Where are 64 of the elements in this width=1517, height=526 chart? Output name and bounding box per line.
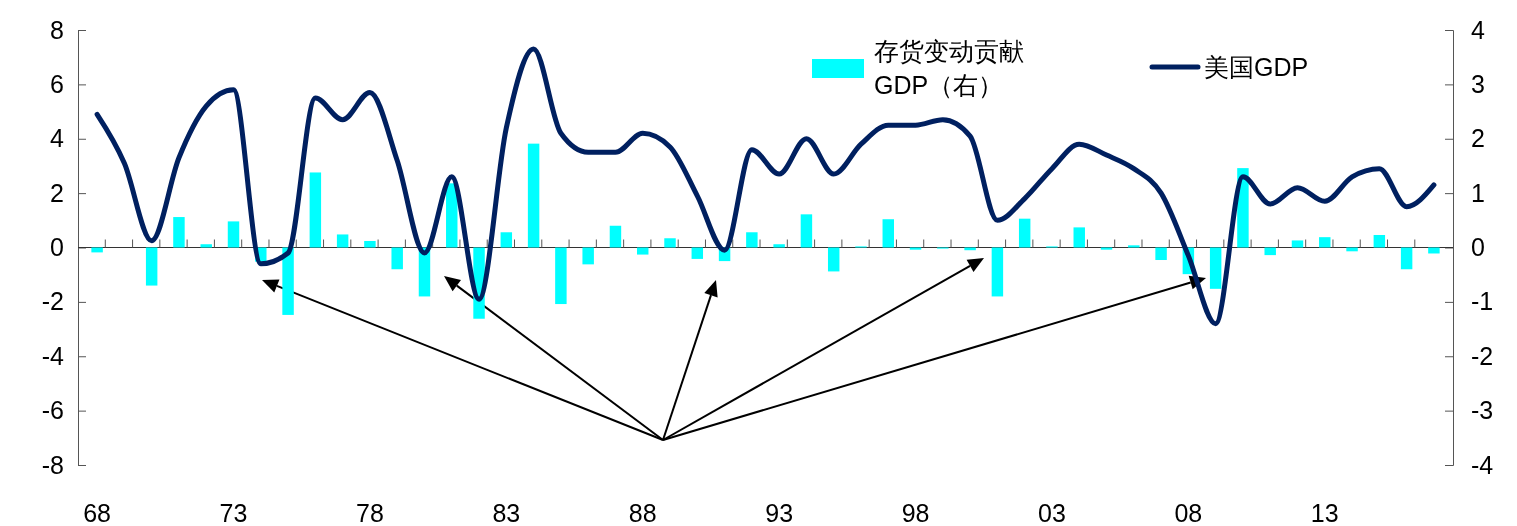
bar <box>555 247 567 305</box>
bar <box>391 247 403 270</box>
bar <box>1155 247 1167 261</box>
bar <box>1209 247 1222 289</box>
bar <box>991 247 1004 297</box>
bar <box>1018 218 1031 248</box>
x-tick-label: 68 <box>83 499 111 526</box>
bar <box>282 247 294 315</box>
bar <box>1291 240 1304 248</box>
bar <box>1319 237 1331 248</box>
x-tick-label: 03 <box>1038 499 1066 526</box>
bar <box>664 238 676 248</box>
x-tick-label: 93 <box>765 499 794 526</box>
bar <box>1373 234 1386 248</box>
y2-tick-label: 4 <box>1471 15 1485 44</box>
bar <box>691 247 704 259</box>
bar <box>827 247 840 272</box>
bar <box>309 172 322 248</box>
bar <box>773 244 785 248</box>
y-tick-label: 4 <box>50 124 65 153</box>
bar <box>227 221 240 248</box>
bar <box>882 219 894 248</box>
x-tick-label: 83 <box>492 499 521 526</box>
bar <box>1400 247 1413 270</box>
y2-tick-label: -4 <box>1471 450 1494 479</box>
bar <box>637 247 649 255</box>
y2-tick-label: 3 <box>1471 69 1485 98</box>
bar <box>336 234 349 248</box>
bar <box>1073 227 1085 248</box>
y-tick-label: -4 <box>41 341 65 370</box>
x-tick-label: 73 <box>219 499 248 526</box>
x-tick-label: 13 <box>1310 499 1339 526</box>
bar <box>446 183 458 248</box>
y-tick-label: 2 <box>50 178 64 207</box>
y2-tick-label: -2 <box>1471 341 1494 370</box>
y-tick-label: 0 <box>50 233 64 261</box>
y2-tick-label: 0 <box>1471 233 1485 261</box>
bar <box>500 232 513 248</box>
bar <box>746 232 758 248</box>
legend-label: 美国GDP <box>1204 53 1309 81</box>
x-tick-label: 98 <box>901 499 930 526</box>
y-tick-label: 8 <box>50 15 64 44</box>
bar <box>609 225 622 248</box>
y-tick-label: -2 <box>41 287 64 316</box>
x-tick-label: 78 <box>356 499 384 526</box>
y2-tick-label: 1 <box>1471 178 1485 207</box>
bar <box>173 217 185 248</box>
bar <box>145 247 158 286</box>
bar <box>1128 245 1140 248</box>
bar <box>800 214 813 248</box>
y-tick-label: -6 <box>41 396 64 425</box>
bar <box>364 240 376 248</box>
x-tick-label: 88 <box>628 499 657 526</box>
bar <box>1264 247 1276 256</box>
legend-label: 存货变动贡献GDP（右） <box>874 37 1024 99</box>
bar <box>527 143 540 248</box>
y-tick-label: 6 <box>50 69 64 98</box>
y2-tick-label: -3 <box>1471 396 1494 425</box>
bar <box>200 244 212 248</box>
y2-tick-label: 2 <box>1471 124 1485 153</box>
y2-tick-label: -1 <box>1471 287 1494 316</box>
y-tick-label: -8 <box>41 450 64 479</box>
x-tick-label: 08 <box>1174 499 1203 526</box>
bar <box>582 247 594 265</box>
